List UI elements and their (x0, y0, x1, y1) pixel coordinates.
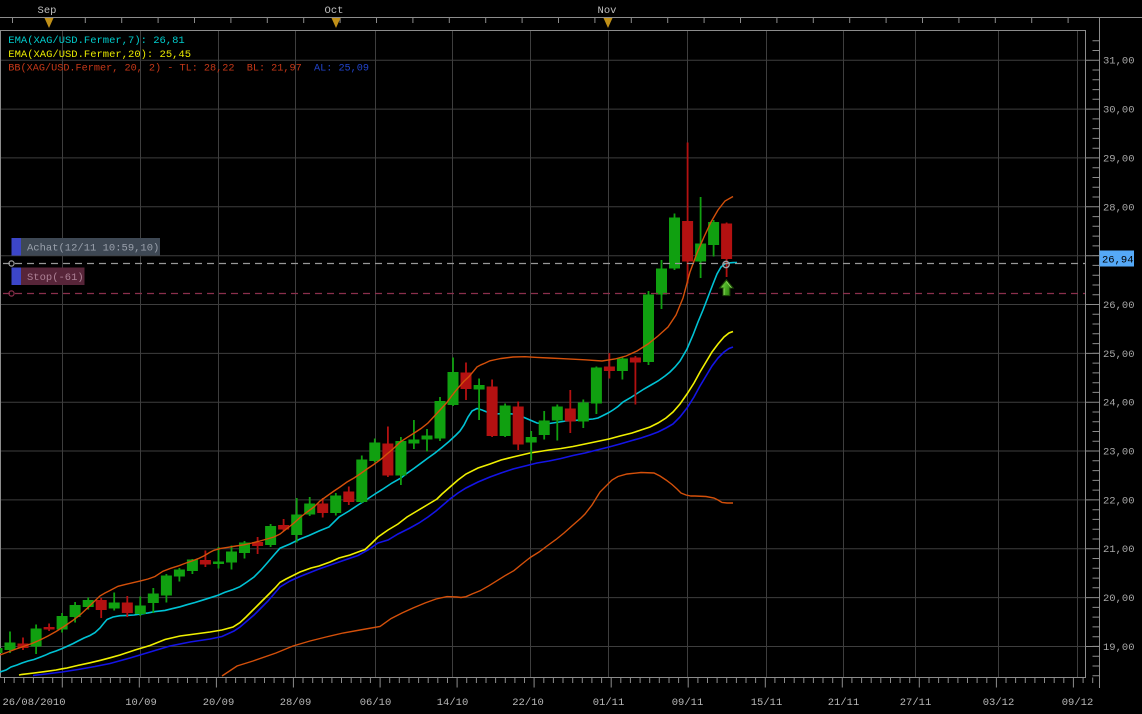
svg-text:24,00: 24,00 (1103, 398, 1135, 410)
svg-text:26,94: 26,94 (1102, 255, 1134, 267)
svg-text:20,00: 20,00 (1103, 593, 1135, 605)
svg-text:14/10: 14/10 (437, 697, 469, 709)
svg-text:31,00: 31,00 (1103, 56, 1135, 68)
svg-text:01/11: 01/11 (593, 697, 625, 709)
svg-text:Stop(-61): Stop(-61) (27, 272, 84, 284)
svg-text:22/10: 22/10 (512, 697, 544, 709)
svg-text:10/09: 10/09 (125, 697, 157, 709)
svg-text:23,00: 23,00 (1103, 447, 1135, 459)
svg-text:EMA(XAG/USD.Fermer,7): 26,81: EMA(XAG/USD.Fermer,7): 26,81 (8, 35, 184, 47)
svg-text:06/10: 06/10 (360, 697, 392, 709)
svg-text:22,00: 22,00 (1103, 495, 1135, 507)
svg-text:28/09: 28/09 (280, 697, 312, 709)
svg-text:26,00: 26,00 (1103, 300, 1135, 312)
svg-text:19,00: 19,00 (1103, 642, 1135, 654)
svg-text:27/11: 27/11 (900, 697, 932, 709)
svg-text:Nov: Nov (598, 5, 617, 17)
svg-text:15/11: 15/11 (751, 697, 783, 709)
svg-text:BB(XAG/USD.Fermer, 20, 2) - TL: BB(XAG/USD.Fermer, 20, 2) - TL: 28,22 BL… (8, 63, 369, 75)
svg-text:Achat(12/11 10:59,10): Achat(12/11 10:59,10) (27, 243, 159, 255)
svg-text:09/12: 09/12 (1062, 697, 1094, 709)
svg-text:26/08/2010: 26/08/2010 (2, 697, 65, 709)
svg-text:21,00: 21,00 (1103, 544, 1135, 556)
svg-text:28,00: 28,00 (1103, 202, 1135, 214)
svg-text:30,00: 30,00 (1103, 105, 1135, 117)
svg-text:Sep: Sep (38, 5, 57, 17)
svg-text:21/11: 21/11 (828, 697, 860, 709)
svg-text:09/11: 09/11 (672, 697, 704, 709)
svg-text:29,00: 29,00 (1103, 153, 1135, 165)
svg-text:20/09: 20/09 (203, 697, 235, 709)
svg-text:EMA(XAG/USD.Fermer,20): 25,45: EMA(XAG/USD.Fermer,20): 25,45 (8, 49, 191, 61)
svg-text:Oct: Oct (325, 5, 344, 17)
svg-text:25,00: 25,00 (1103, 349, 1135, 361)
svg-text:03/12: 03/12 (983, 697, 1015, 709)
